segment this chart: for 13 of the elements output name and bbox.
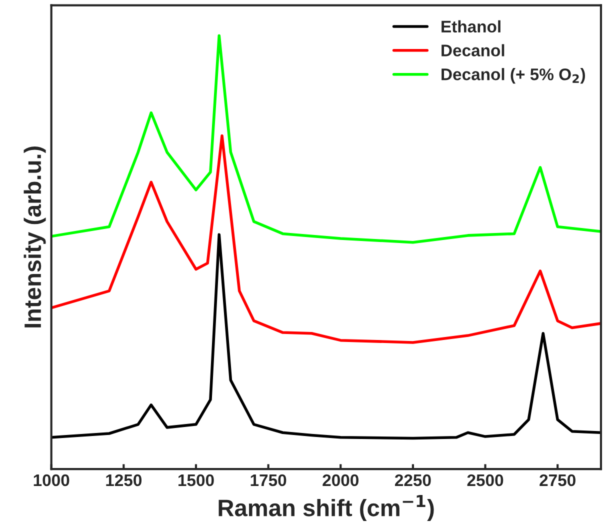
x-tick-label: 1250 — [106, 474, 142, 486]
x-axis-title: Raman shift (cm$^{−1}$) — [218, 495, 434, 521]
x-tick-label: 2750 — [540, 474, 576, 486]
y-axis-title: Intensity (arb.u.) — [24, 146, 46, 328]
x-tick-label: 1500 — [178, 474, 214, 486]
legend-label: Decanol — [442, 44, 504, 56]
x-tick-label: 2250 — [394, 474, 431, 486]
legend-label: Ethanol — [442, 20, 500, 33]
x-tick-label: 2500 — [467, 474, 504, 486]
x-tick-label: 1750 — [250, 474, 286, 486]
legend-label: Decanol (+ 5% O$_{2}$) — [442, 68, 585, 84]
x-tick-label: 2000 — [322, 474, 358, 486]
x-tick-label: 1000 — [34, 474, 70, 486]
